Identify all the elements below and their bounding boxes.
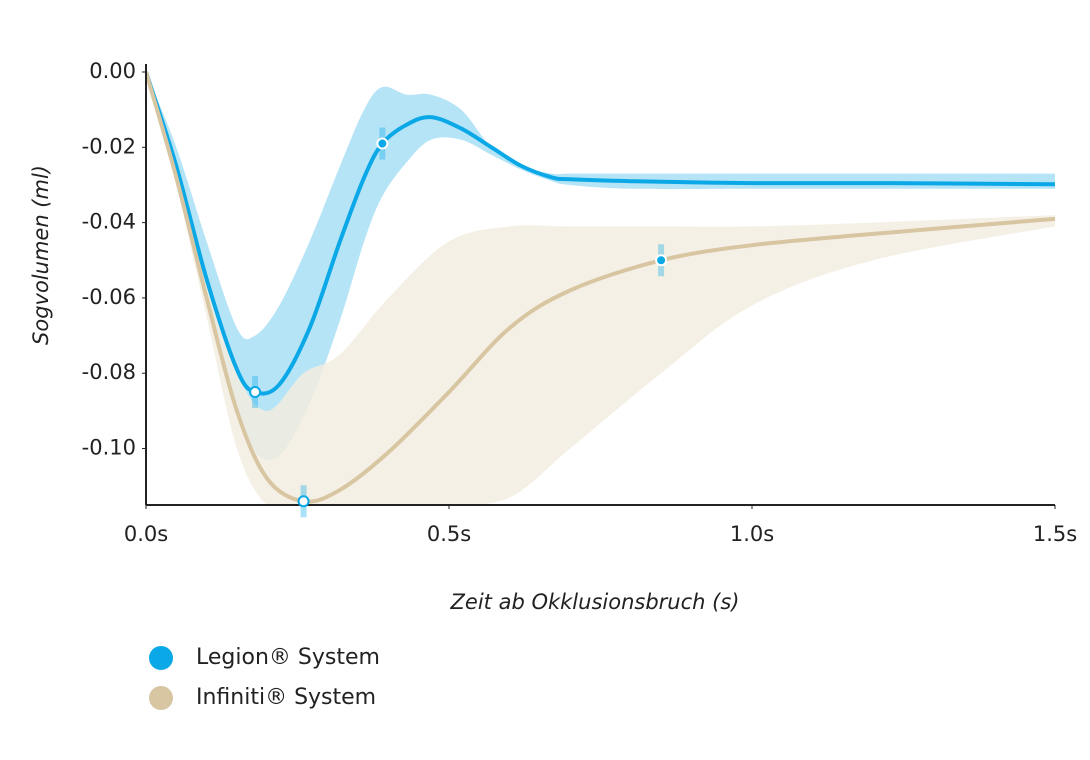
y-axis-title: Sogvolumen (ml) <box>29 165 53 345</box>
y-tick-label: -0.08 <box>82 360 136 384</box>
series-line <box>146 71 1056 504</box>
bands <box>146 72 1055 505</box>
x-axis-title: Zeit ab Okklusionsbruch (s) <box>450 590 740 614</box>
confidence-band <box>146 72 1055 505</box>
marker <box>655 254 668 267</box>
y-tick-label: 0.00 <box>89 59 136 83</box>
series-line <box>146 71 1056 396</box>
y-tick-label: -0.04 <box>82 210 136 234</box>
x-tick-label: 1.5s <box>1033 522 1077 546</box>
legend-label: Infiniti® System <box>196 685 376 710</box>
legend-label: Legion® System <box>196 645 380 670</box>
confidence-band <box>146 72 1055 461</box>
lines <box>146 71 1056 504</box>
y-tick-label: -0.02 <box>82 134 136 158</box>
legend-swatch <box>149 646 173 670</box>
x-tick-label: 0.0s <box>124 522 168 546</box>
legend-swatch <box>149 686 173 710</box>
marker <box>297 495 310 508</box>
x-tick-label: 1.0s <box>730 522 774 546</box>
x-tick-label: 0.5s <box>427 522 471 546</box>
y-tick-label: -0.10 <box>82 436 136 460</box>
marker <box>376 137 389 150</box>
marker <box>249 386 262 399</box>
y-tick-label: -0.06 <box>82 285 136 309</box>
